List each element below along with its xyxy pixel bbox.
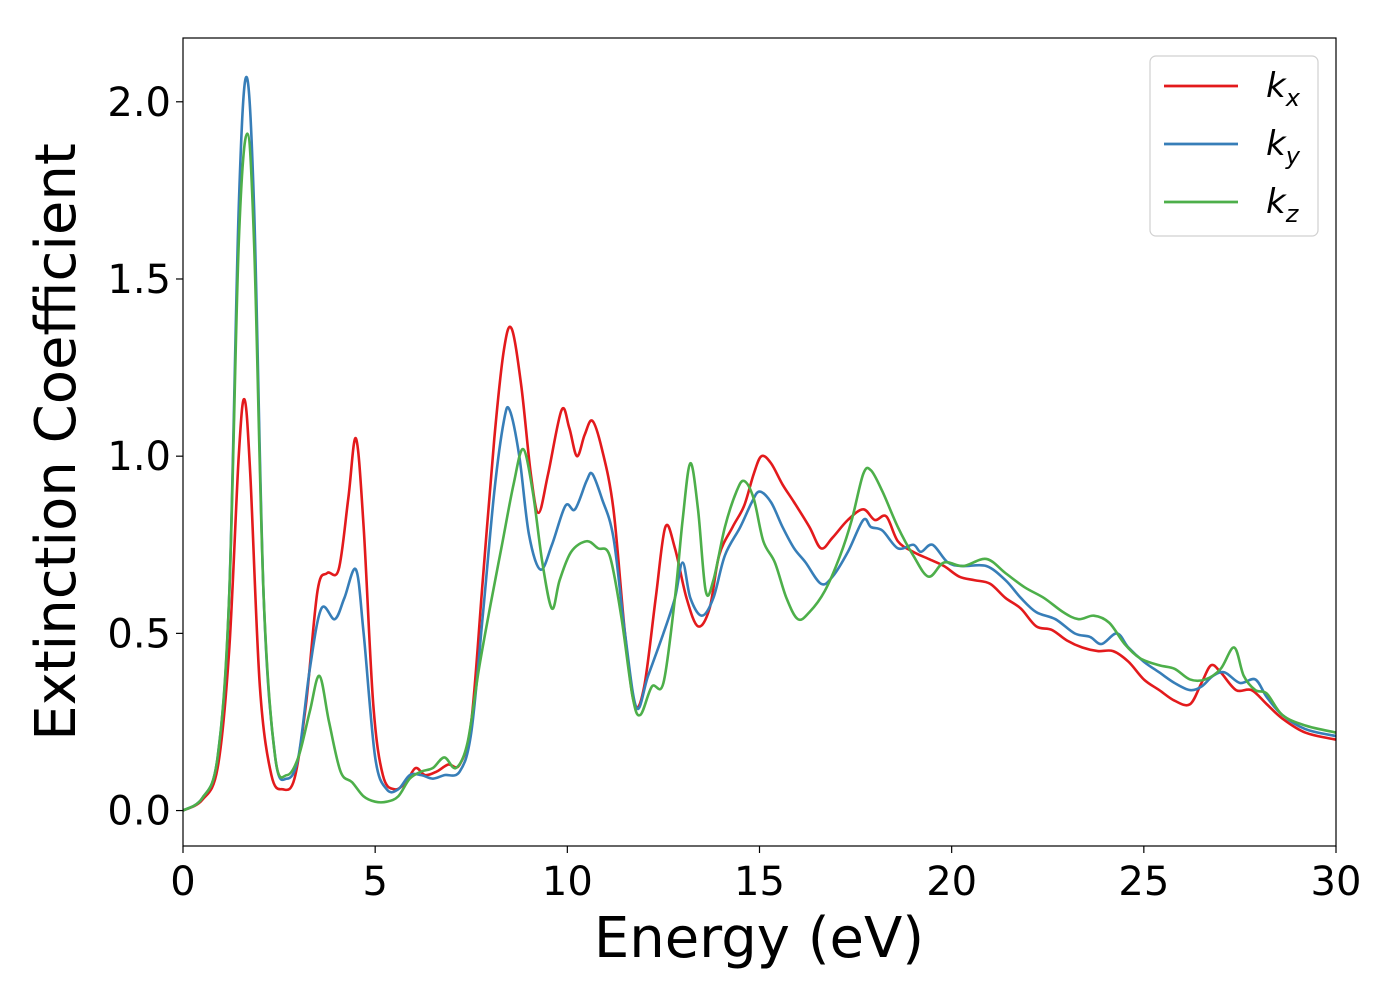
x-tick-label: 5 [362,859,387,905]
legend-box [1149,55,1319,237]
x-tick-label: 30 [1311,859,1362,905]
y-tick-label: 1.0 [107,434,171,480]
series-line-kz [183,132,1336,812]
series-layer [183,75,1336,812]
legend-label-kx: kx [1266,66,1301,112]
y-tick-label: 2.0 [107,80,171,126]
x-tick-label: 0 [170,859,195,905]
x-tick-label: 10 [542,859,593,905]
y-tick-label: 0.0 [107,789,171,835]
legend: kx ky kz [1149,55,1319,237]
x-axis-title: Energy (eV) [594,906,924,971]
x-tick-label: 20 [926,859,977,905]
y-axis-title: Extinction Coefficient [24,143,89,741]
x-tick-label: 15 [734,859,785,905]
series-line-ky [183,75,1336,812]
y-axis-ticks: 0.0 0.5 1.0 1.5 2.0 [107,80,183,835]
x-tick-label: 25 [1118,859,1169,905]
y-tick-label: 0.5 [107,611,171,657]
y-tick-label: 1.5 [107,257,171,303]
legend-label-ky: ky [1266,124,1301,170]
x-axis-ticks: 0 5 10 15 20 25 30 [170,846,1361,905]
legend-label-kz: kz [1266,182,1300,228]
